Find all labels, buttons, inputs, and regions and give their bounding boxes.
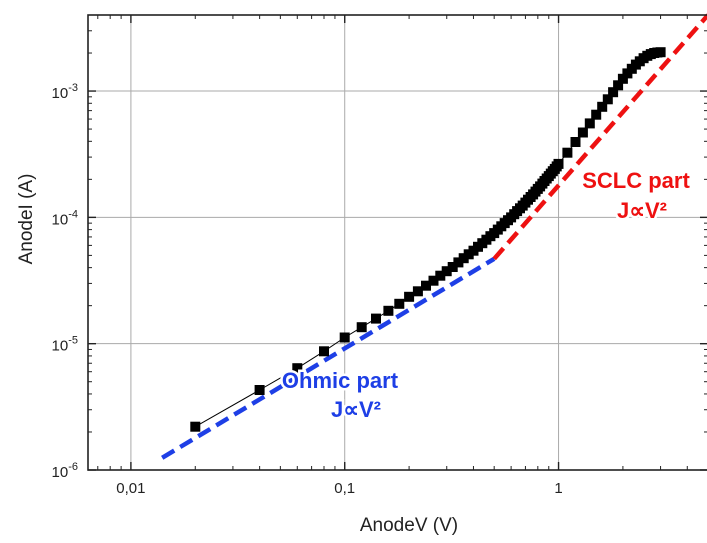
data-point bbox=[441, 266, 452, 277]
data-point bbox=[190, 421, 201, 432]
x-tick-label: 0,01 bbox=[116, 480, 145, 497]
fit-lines bbox=[161, 13, 707, 460]
y-tick-base: 10 bbox=[52, 211, 69, 228]
ohmic-label-line-2: J∝V² bbox=[331, 397, 381, 422]
data-point bbox=[447, 262, 458, 272]
y-tick-exponent: -4 bbox=[68, 208, 78, 220]
data-point bbox=[371, 313, 381, 324]
data-point bbox=[394, 298, 405, 309]
sclc-label-line-1: SCLC part bbox=[582, 168, 690, 193]
data-point bbox=[421, 280, 431, 291]
data-point bbox=[339, 332, 350, 343]
data-point bbox=[254, 385, 265, 395]
data-point bbox=[591, 109, 602, 120]
y-tick-label: 10-5 bbox=[52, 335, 78, 355]
data-point bbox=[602, 94, 613, 105]
data-point bbox=[453, 257, 464, 268]
ohmic-label-line-1: Ohmic part bbox=[282, 368, 399, 393]
x-tick-label: 0,1 bbox=[334, 480, 355, 497]
data-point bbox=[356, 322, 367, 333]
axis-ticks bbox=[88, 14, 707, 471]
data-point bbox=[292, 363, 303, 374]
data-point bbox=[584, 118, 595, 129]
data-point bbox=[383, 305, 394, 316]
y-axis-title: AnodeI (A) bbox=[16, 174, 37, 265]
plot-frame bbox=[87, 14, 707, 471]
data-point bbox=[597, 101, 608, 112]
y-tick-exponent: -5 bbox=[68, 335, 78, 347]
data-point bbox=[617, 73, 628, 84]
data-point bbox=[435, 270, 446, 281]
y-tick-exponent: -3 bbox=[68, 82, 78, 94]
series-line bbox=[195, 51, 661, 428]
y-tick-exponent: -6 bbox=[68, 461, 78, 473]
data-point bbox=[412, 286, 423, 297]
y-tick-base: 10 bbox=[52, 464, 69, 481]
tick-labels: 0,01 0,1 110-610-510-410-3 bbox=[52, 82, 563, 497]
sclc-label-line-2: J∝V² bbox=[617, 198, 667, 223]
annotations: Ohmic part J∝V² SCLC part J∝V² bbox=[279, 166, 693, 425]
data-point bbox=[404, 291, 415, 302]
data-series bbox=[190, 47, 666, 432]
fit-line-sclc bbox=[492, 13, 707, 261]
data-point bbox=[570, 137, 581, 147]
data-point bbox=[608, 87, 619, 98]
data-point bbox=[553, 158, 564, 169]
data-point bbox=[655, 47, 666, 58]
data-point bbox=[562, 147, 573, 158]
data-point bbox=[428, 275, 439, 286]
y-tick-base: 10 bbox=[52, 338, 69, 355]
data-point bbox=[613, 80, 624, 91]
y-tick-label: 10-6 bbox=[52, 461, 78, 481]
x-axis-title: AnodeV (V) bbox=[360, 515, 458, 536]
x-tick-label: 1 bbox=[554, 480, 562, 497]
fit-line-ohmic bbox=[161, 256, 496, 460]
data-point bbox=[577, 127, 588, 138]
data-point bbox=[319, 346, 329, 357]
y-tick-base: 10 bbox=[52, 85, 69, 102]
y-tick-label: 10-4 bbox=[52, 208, 78, 228]
y-tick-label: 10-3 bbox=[52, 82, 78, 102]
